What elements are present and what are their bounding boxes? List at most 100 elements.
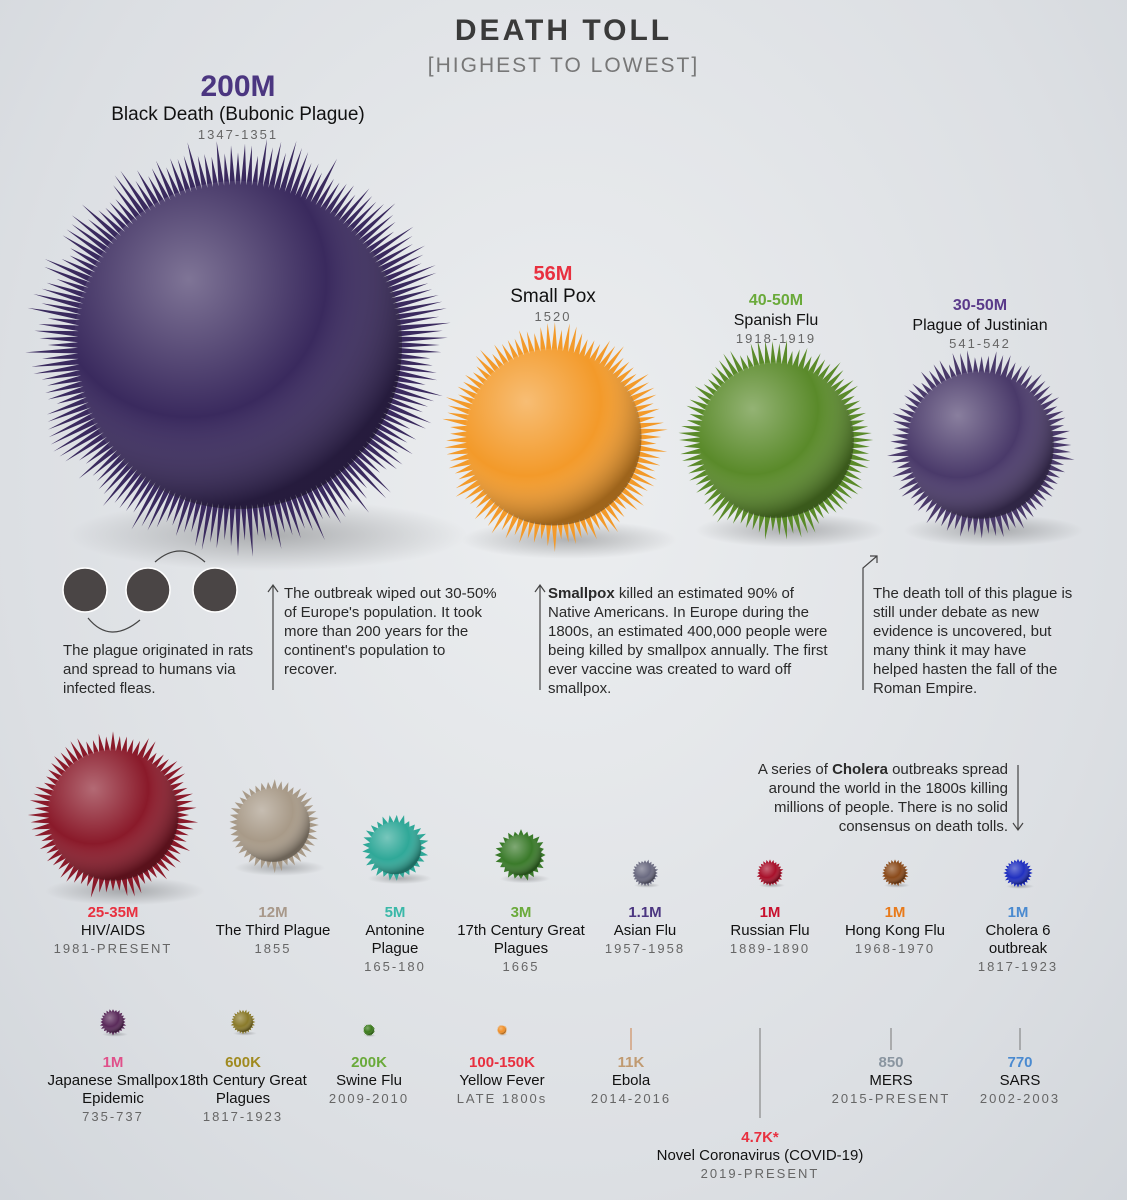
note-text: A series of <box>757 761 828 778</box>
item-label: 25-35M HIV/AIDS 1981-PRESENT <box>38 903 188 958</box>
note-text: outbreaks spread around the world in the… <box>768 761 1008 835</box>
years: LATE 1800s <box>456 1091 548 1106</box>
death-toll: 200M <box>200 70 276 103</box>
disease-name: HIV/AIDS <box>80 922 146 939</box>
disease-name: Small Pox <box>510 286 596 307</box>
death-toll: 56M <box>533 263 573 285</box>
death-toll: 1M <box>1007 904 1029 921</box>
shadow <box>232 1031 257 1036</box>
disease-name: Asian Flu <box>613 922 677 939</box>
years: 1968-1970 <box>854 941 936 956</box>
blob-shade <box>497 1025 507 1035</box>
death-toll: 600K <box>225 1054 261 1071</box>
disease-name: Ebola <box>611 1072 651 1089</box>
note-text: The outbreak wiped out 30-50% of Europe'… <box>284 585 497 678</box>
shadow <box>497 1033 508 1036</box>
note: A series of Cholera outbreaks spread aro… <box>728 760 1008 836</box>
note-text: killed an estimated 90% of Native Americ… <box>548 585 828 697</box>
years: 2002-2003 <box>979 1091 1061 1106</box>
shadow <box>461 520 678 560</box>
years: 2009-2010 <box>328 1091 410 1106</box>
years: 1855 <box>254 941 292 956</box>
disease-name: Plague of Justinian <box>912 317 1048 334</box>
shadow <box>1006 883 1035 889</box>
shadow <box>101 1032 128 1037</box>
shadow <box>363 1034 376 1037</box>
note-bold: Cholera <box>832 761 888 778</box>
death-toll: 1M <box>759 904 781 921</box>
death-toll: 850 <box>878 1054 904 1071</box>
blob-shade <box>368 821 422 875</box>
note-text: The plague originated in rats and spread… <box>63 642 254 697</box>
item-label: 1.1M Asian Flu 1957-1958 <box>585 903 705 958</box>
years: 1665 <box>502 959 540 974</box>
disease-name: Russian Flu <box>730 922 810 939</box>
item-label: 1M Japanese Smallpox Epidemic 735-737 <box>43 1053 183 1126</box>
years: 735-737 <box>82 1109 144 1124</box>
disease-name: SARS <box>999 1072 1041 1089</box>
disease-name: Black Death (Bubonic Plague) <box>111 104 365 125</box>
blob-shade <box>102 1011 124 1033</box>
shadow <box>45 876 205 906</box>
death-toll: 770 <box>1007 1054 1033 1071</box>
death-toll: 40-50M <box>748 292 804 309</box>
disease-name: Japanese Smallpox Epidemic <box>47 1072 179 1107</box>
blob-shade <box>74 181 402 509</box>
years: 165-180 <box>364 959 426 974</box>
shadow <box>633 883 660 888</box>
blob-shade <box>500 834 542 876</box>
item-label: 40-50M Spanish Flu 1918-1919 <box>676 291 876 348</box>
disease-name: Yellow Fever <box>459 1072 545 1089</box>
blob-shade <box>47 749 179 881</box>
blob-shade <box>698 362 854 518</box>
years: 1981-PRESENT <box>53 941 173 956</box>
disease-name: Hong Kong Flu <box>844 922 946 939</box>
years: 541-542 <box>949 336 1011 351</box>
subtitle: [HIGHEST TO LOWEST] <box>427 54 700 77</box>
blob-shade <box>759 862 781 884</box>
item-label: 770 SARS 2002-2003 <box>950 1053 1090 1108</box>
shadow <box>499 874 550 884</box>
item-label: 850 MERS 2015-PRESENT <box>821 1053 961 1108</box>
blob-shade <box>884 862 906 884</box>
disease-name: The Third Plague <box>215 922 331 939</box>
death-toll: 11K <box>617 1054 645 1071</box>
blob-shade <box>464 348 642 526</box>
blob-shade <box>236 788 310 862</box>
note: The plague originated in rats and spread… <box>63 641 263 698</box>
title: DEATH TOLL <box>454 14 673 47</box>
note-bold: Smallpox <box>548 585 615 602</box>
death-toll: 3M <box>510 904 532 921</box>
blob-shade <box>906 371 1054 519</box>
item-label: 11K Ebola 2014-2016 <box>561 1053 701 1108</box>
note: The outbreak wiped out 30-50% of Europe'… <box>284 584 499 679</box>
icons <box>62 567 238 613</box>
disease-name: MERS <box>869 1072 913 1089</box>
item-label: 200M Black Death (Bubonic Plague) 1347-135… <box>78 70 398 144</box>
years: 2015-PRESENT <box>831 1091 951 1106</box>
blob-shade <box>364 1025 374 1035</box>
death-toll: 1M <box>102 1054 124 1071</box>
death-toll: 100-150K <box>469 1054 535 1071</box>
disease-name: Spanish Flu <box>733 312 819 329</box>
disease-name: Cholera 6 outbreak <box>985 922 1051 957</box>
death-toll: 1.1M <box>628 904 662 921</box>
years: 1918-1919 <box>735 331 817 346</box>
note: Smallpox killed an estimated 90% of Nati… <box>548 584 838 698</box>
shadow <box>695 513 886 548</box>
disease-name: Novel Coronavirus (COVID-19) <box>656 1147 864 1164</box>
death-toll: 4.7K* <box>741 1129 779 1146</box>
shadow <box>903 514 1084 547</box>
item-label: 5M Antonine Plague 165-180 <box>340 903 450 976</box>
death-toll: 5M <box>384 904 406 921</box>
shadow <box>883 883 910 888</box>
years: 2019-PRESENT <box>700 1166 820 1181</box>
item-label: 56M Small Pox 1520 <box>453 262 653 326</box>
shadow <box>234 859 325 876</box>
arrows <box>87 550 1024 832</box>
years: 1889-1890 <box>729 941 811 956</box>
blob-shade <box>634 862 656 884</box>
item-label: 1M Hong Kong Flu 1968-1970 <box>830 903 960 958</box>
